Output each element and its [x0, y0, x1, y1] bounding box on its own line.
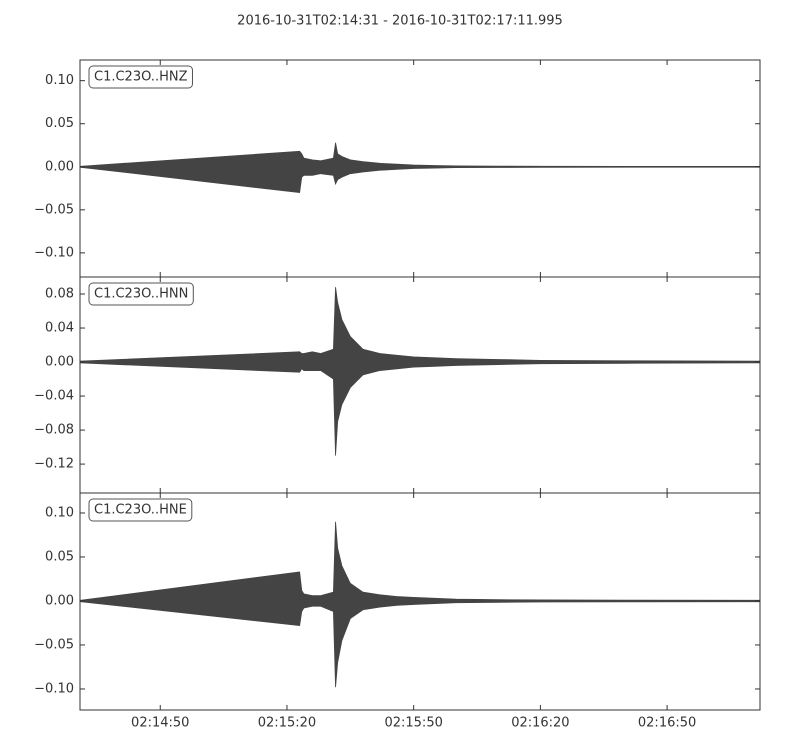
y-tick-label: −0.10: [34, 681, 74, 696]
y-tick-label: 0.10: [45, 73, 74, 88]
y-tick-label: −0.10: [34, 245, 74, 260]
y-tick-label: −0.05: [34, 202, 74, 217]
x-tick-label: 02:16:20: [511, 716, 569, 731]
y-tick-label: 0.10: [45, 505, 74, 520]
waveform-envelope: [79, 287, 761, 363]
trace-label: C1.C23O..HNN: [94, 287, 188, 302]
y-tick-label: −0.04: [34, 389, 74, 404]
y-tick-label: 0.00: [45, 355, 74, 370]
trace-label-box: [88, 65, 193, 89]
trace-label: C1.C23O..HNZ: [94, 70, 188, 85]
figure-title: 2016-10-31T02:14:31 - 2016-10-31T02:17:1…: [237, 14, 563, 29]
trace-label: C1.C23O..HNE: [94, 503, 187, 518]
waveform-envelope: [79, 521, 761, 602]
y-tick-label: −0.12: [34, 457, 74, 472]
x-tick-label: 02:16:50: [638, 716, 696, 731]
y-tick-label: −0.08: [34, 423, 74, 438]
waveform-envelope: [79, 600, 761, 688]
y-tick-label: 0.08: [45, 287, 74, 302]
x-tick-label: 02:15:50: [384, 716, 442, 731]
y-tick-label: 0.00: [45, 159, 74, 174]
waveform-envelope: [79, 166, 761, 194]
panel-frame: [79, 276, 761, 494]
y-tick-label: −0.05: [34, 637, 74, 652]
waveform-envelope: [79, 361, 761, 456]
trace-label-box: [88, 498, 193, 522]
waveform-envelope: [79, 142, 761, 168]
x-tick-label: 02:14:50: [131, 716, 189, 731]
x-tick-label: 02:15:20: [258, 716, 316, 731]
trace-label-box: [88, 282, 194, 306]
y-tick-label: 0.05: [45, 549, 74, 564]
y-tick-label: 0.04: [45, 321, 74, 336]
y-tick-label: 0.05: [45, 116, 74, 131]
panel-frame: [79, 492, 761, 711]
y-tick-label: 0.00: [45, 593, 74, 608]
